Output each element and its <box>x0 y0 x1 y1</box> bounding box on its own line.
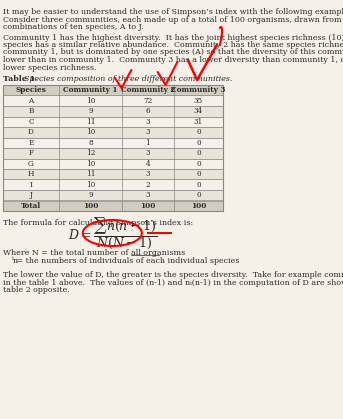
Text: Total: Total <box>21 202 41 210</box>
Text: 0: 0 <box>196 181 201 189</box>
Text: 0: 0 <box>196 139 201 147</box>
Text: I: I <box>29 181 32 189</box>
Text: 1: 1 <box>145 139 150 147</box>
Text: 12: 12 <box>86 149 95 157</box>
Text: D: D <box>28 128 34 136</box>
Text: 100: 100 <box>83 202 98 210</box>
Text: 10: 10 <box>86 160 95 168</box>
Text: 3: 3 <box>145 170 150 178</box>
Text: C: C <box>28 118 34 126</box>
Text: 31: 31 <box>194 118 203 126</box>
Text: n: n <box>3 257 18 265</box>
Text: Consider three communities, each made up of a total of 100 organisms, drawn from: Consider three communities, each made up… <box>3 16 341 23</box>
Text: 72: 72 <box>143 97 152 105</box>
Text: 100: 100 <box>140 202 155 210</box>
Text: E: E <box>28 139 34 147</box>
Text: in the table 1 above.  The values of (n-1) and nᵢ(n-1) in the computation of D a: in the table 1 above. The values of (n-1… <box>3 279 343 287</box>
Bar <box>3 127 223 137</box>
Text: Species composition of three different communities.: Species composition of three different c… <box>24 75 233 83</box>
Bar <box>3 96 223 106</box>
Text: 35: 35 <box>194 97 203 105</box>
Text: 6: 6 <box>145 107 150 115</box>
Text: 8: 8 <box>88 139 93 147</box>
Bar <box>3 190 223 201</box>
Text: 9: 9 <box>88 107 93 115</box>
Text: lower species richness.: lower species richness. <box>3 64 96 72</box>
Text: i: i <box>12 256 14 261</box>
Bar <box>3 201 223 211</box>
Text: 0: 0 <box>196 128 201 136</box>
Bar <box>3 148 223 158</box>
Text: G: G <box>28 160 34 168</box>
Text: community 1, but is dominated by one species (A) so that the diversity of this c: community 1, but is dominated by one spe… <box>3 49 343 57</box>
Text: 0: 0 <box>196 170 201 178</box>
Text: Community 1: Community 1 <box>63 86 118 94</box>
Text: $D = \dfrac{\sum n(n-1)}{N(N-1)}$: $D = \dfrac{\sum n(n-1)}{N(N-1)}$ <box>68 215 157 251</box>
Text: The formula for calculating Simpson’s index is:: The formula for calculating Simpson’s in… <box>3 219 193 227</box>
Text: Community 3: Community 3 <box>171 86 226 94</box>
Text: 0: 0 <box>196 149 201 157</box>
Text: 10: 10 <box>86 97 95 105</box>
Text: F: F <box>28 149 33 157</box>
Text: 11: 11 <box>86 170 95 178</box>
Text: 4: 4 <box>145 160 150 168</box>
Text: J: J <box>29 191 32 199</box>
Text: Species: Species <box>15 86 46 94</box>
Text: B: B <box>28 107 34 115</box>
Text: H: H <box>28 170 34 178</box>
Text: 10: 10 <box>86 128 95 136</box>
Text: = the numbers of individuals of each individual species: = the numbers of individuals of each ind… <box>14 257 239 265</box>
Text: combinations of ten species, A to J.: combinations of ten species, A to J. <box>3 23 143 31</box>
Text: 3: 3 <box>145 191 150 199</box>
Text: 3: 3 <box>145 118 150 126</box>
Text: 3: 3 <box>145 128 150 136</box>
Text: table 2 opposite.: table 2 opposite. <box>3 286 69 294</box>
Text: A: A <box>28 97 34 105</box>
Text: The lower the value of D, the greater is the species diversity.  Take for exampl: The lower the value of D, the greater is… <box>3 271 343 279</box>
Text: Community 2: Community 2 <box>121 86 175 94</box>
Text: species has a similar relative abundance.  Community 2 has the same species rich: species has a similar relative abundance… <box>3 41 343 49</box>
Bar <box>3 85 223 211</box>
Bar <box>3 158 223 169</box>
Bar <box>3 137 223 148</box>
Text: Table 1: Table 1 <box>3 75 37 83</box>
Text: It may be easier to understand the use of Simpson’s index with the following exa: It may be easier to understand the use o… <box>3 8 343 16</box>
Text: Where N = the total number of all organisms: Where N = the total number of all organi… <box>3 249 185 257</box>
Text: 100: 100 <box>191 202 206 210</box>
Bar <box>3 106 223 116</box>
Bar <box>3 179 223 190</box>
Text: 9: 9 <box>88 191 93 199</box>
Text: Community 1 has the highest diversity.  It has the joint highest species richnes: Community 1 has the highest diversity. I… <box>3 34 343 41</box>
Text: 11: 11 <box>86 118 95 126</box>
Bar <box>3 169 223 179</box>
Text: 10: 10 <box>86 181 95 189</box>
Text: lower than in community 1.  Community 3 has a lower diversity than community 1, : lower than in community 1. Community 3 h… <box>3 56 343 64</box>
Text: 2: 2 <box>145 181 150 189</box>
Text: 0: 0 <box>196 160 201 168</box>
Text: 0: 0 <box>196 191 201 199</box>
Bar <box>3 85 223 96</box>
Bar <box>3 116 223 127</box>
Text: 3: 3 <box>145 149 150 157</box>
Text: 34: 34 <box>194 107 203 115</box>
